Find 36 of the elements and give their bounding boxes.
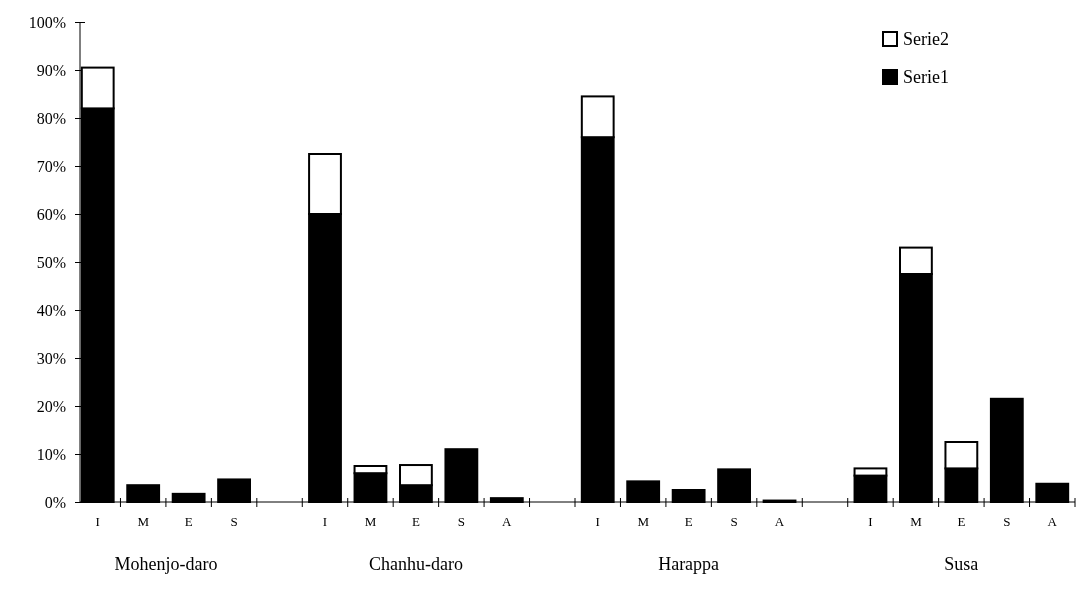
y-tick-label: 80% bbox=[36, 109, 66, 127]
x-tick-label: M bbox=[910, 514, 923, 529]
x-tick-label: M bbox=[137, 514, 150, 529]
x-tick-label: I bbox=[595, 514, 600, 529]
x-tick-label: M bbox=[637, 514, 650, 529]
y-tick-label: 50% bbox=[36, 253, 66, 271]
x-tick-label: E bbox=[684, 514, 693, 529]
y-tick-label: 0% bbox=[44, 493, 66, 511]
x-tick-label: A bbox=[1047, 514, 1058, 529]
text: Chanhu-daro bbox=[368, 554, 463, 574]
x-tick-label: M bbox=[364, 514, 377, 529]
x-tick-label: S bbox=[230, 514, 238, 529]
legend-label: Serie1 bbox=[903, 67, 949, 87]
x-tick-label: E bbox=[957, 514, 966, 529]
text: Harappa bbox=[658, 554, 720, 574]
x-tick-label: E bbox=[411, 514, 420, 529]
x-tick-label: I bbox=[322, 514, 328, 529]
x-tick-label: A bbox=[774, 514, 785, 529]
y-tick-label: 70% bbox=[36, 157, 66, 175]
y-tick-label: 100% bbox=[28, 13, 66, 31]
y-tick-label: 10% bbox=[36, 445, 66, 463]
x-tick-label: A bbox=[502, 514, 513, 529]
y-tick-label: 30% bbox=[36, 349, 66, 367]
y-tick-label: 90% bbox=[36, 61, 66, 79]
x-tick-label: I bbox=[868, 514, 873, 529]
y-tick-label: 60% bbox=[36, 205, 66, 223]
x-tick-label: S bbox=[457, 514, 465, 529]
text: Mohenjo-daro bbox=[114, 554, 218, 574]
legend-label: Serie2 bbox=[903, 29, 949, 49]
text: Susa bbox=[944, 554, 979, 574]
x-tick-label: S bbox=[1003, 514, 1011, 529]
y-tick-label: 40% bbox=[36, 301, 66, 319]
x-tick-label: I bbox=[95, 514, 100, 529]
x-tick-label: S bbox=[730, 514, 738, 529]
x-tick-label: E bbox=[184, 514, 193, 529]
y-tick-label: 20% bbox=[36, 397, 66, 415]
